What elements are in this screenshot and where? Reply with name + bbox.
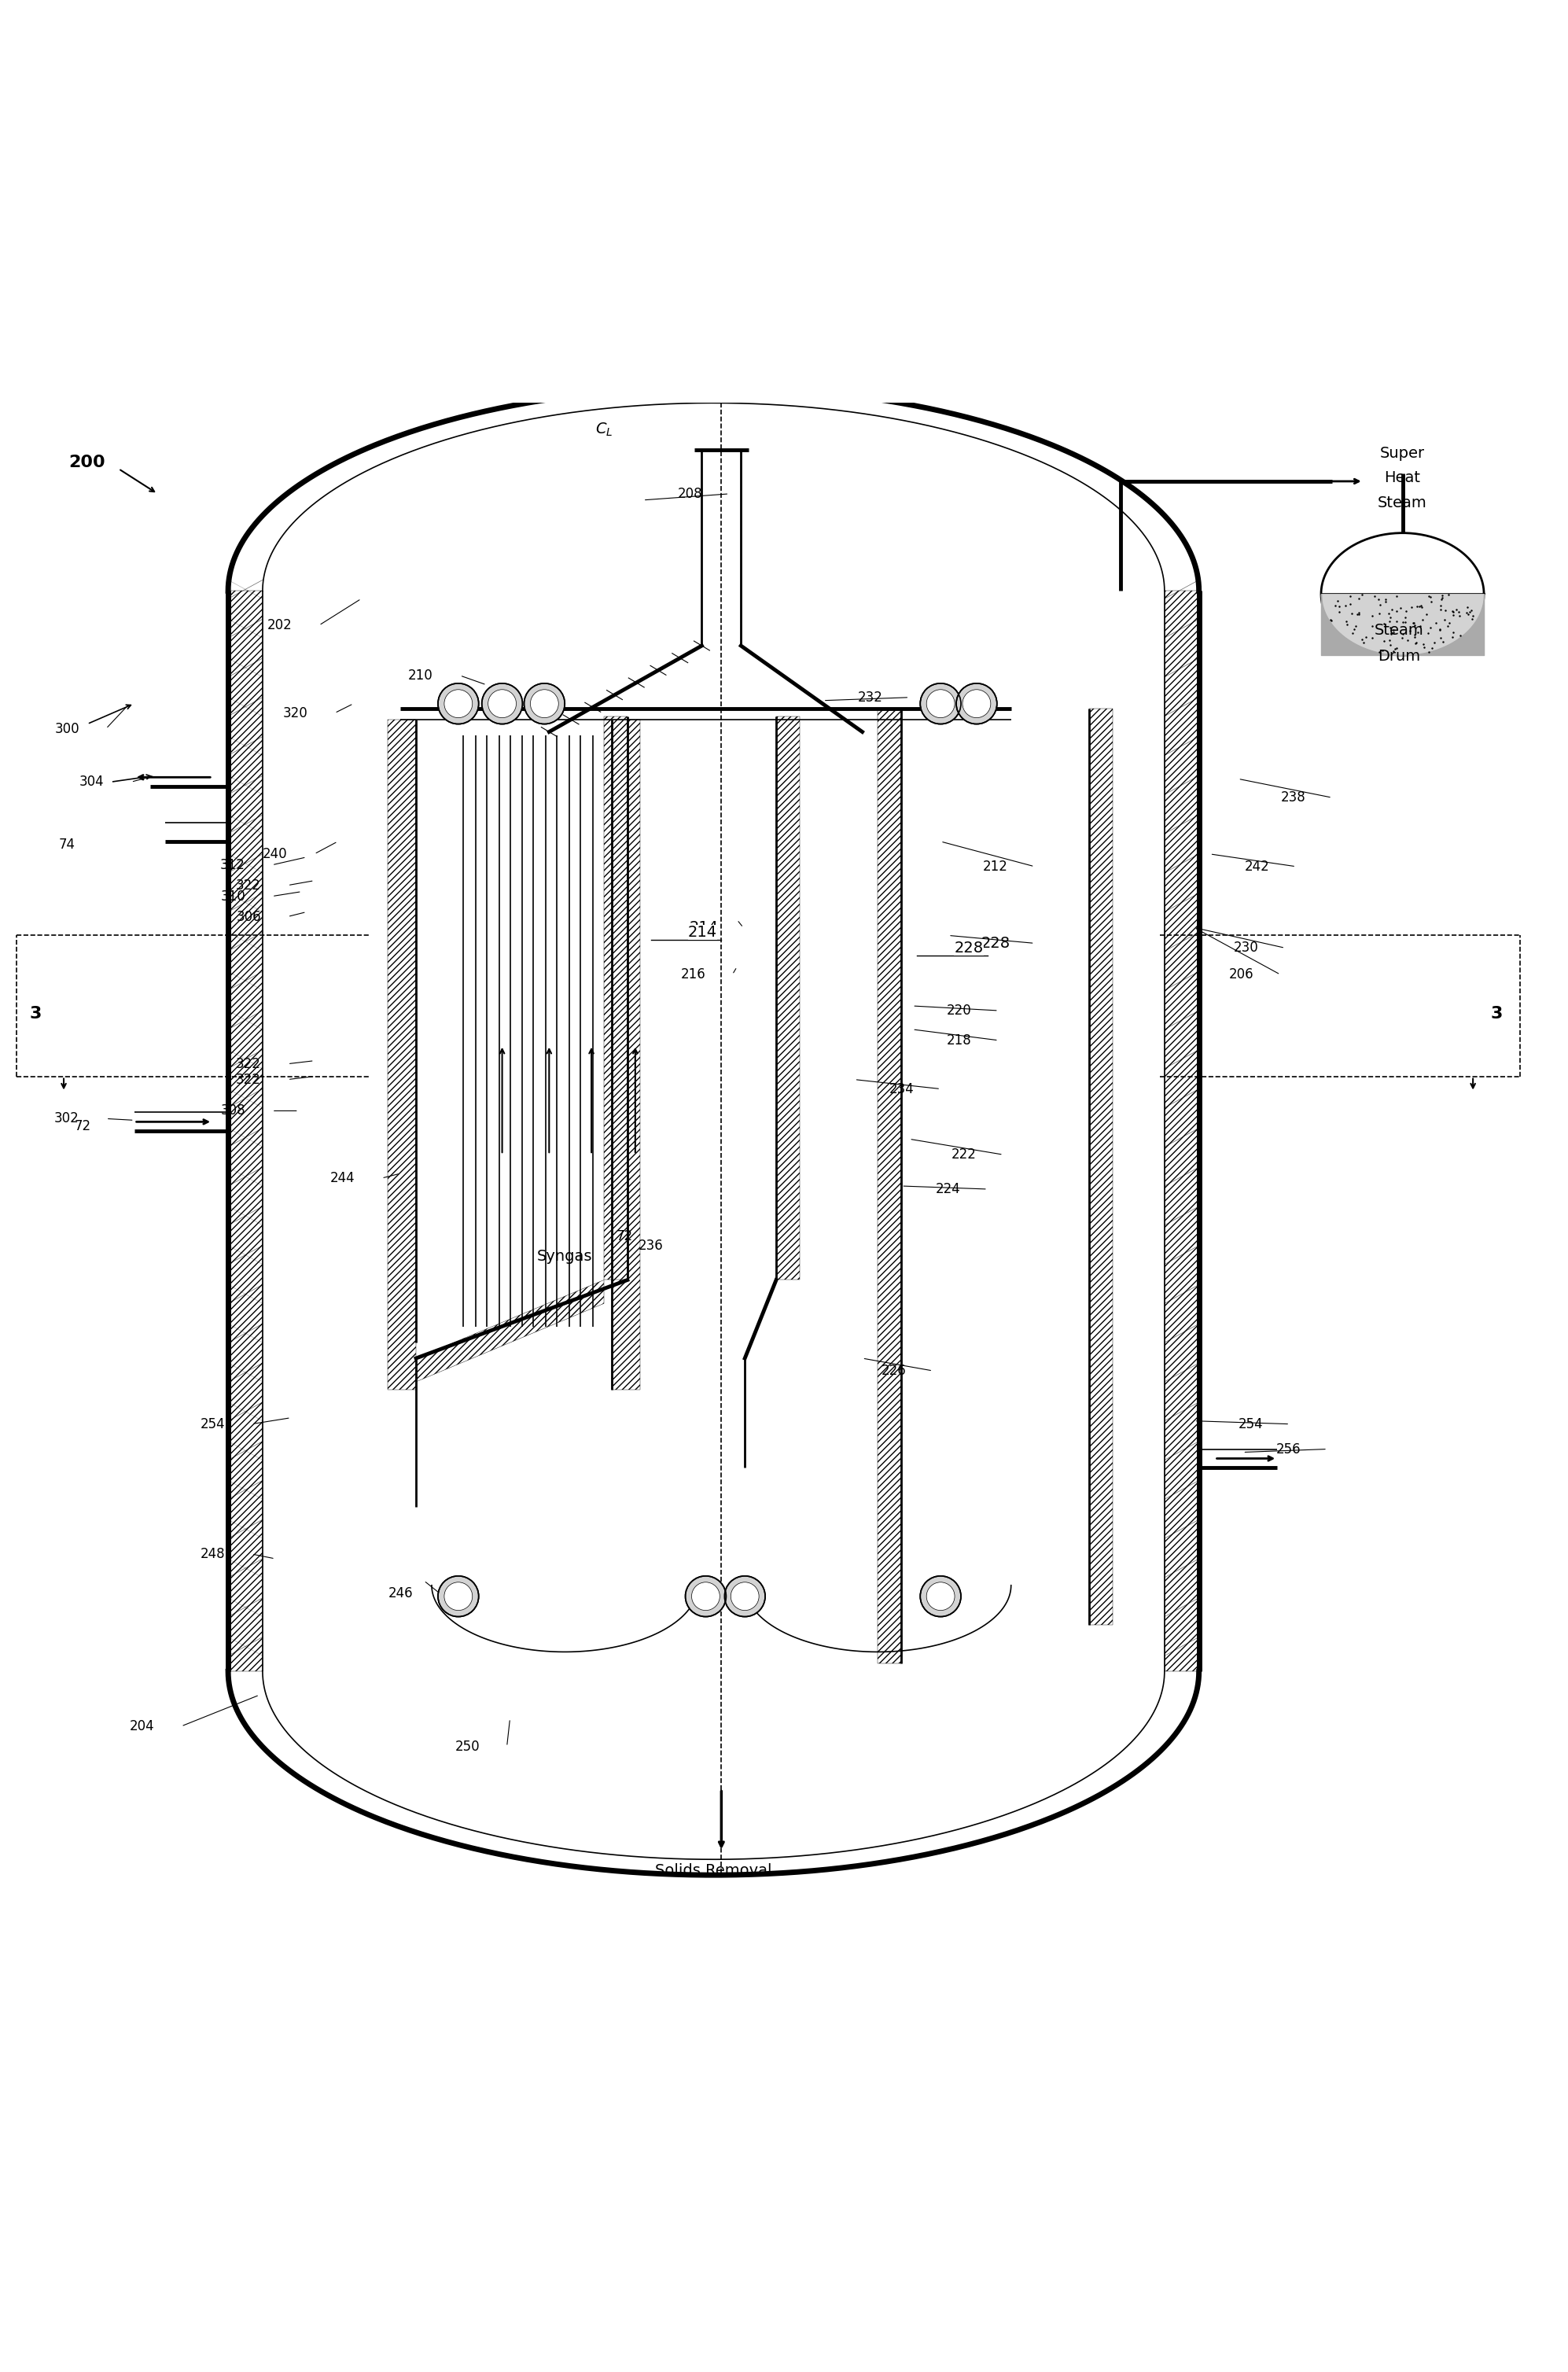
Text: 312: 312 (220, 859, 245, 873)
Text: 214: 214 (688, 925, 717, 939)
Text: 256: 256 (1276, 1442, 1300, 1456)
Circle shape (437, 683, 478, 723)
Text: 300: 300 (55, 721, 80, 735)
Circle shape (444, 1582, 472, 1611)
Circle shape (731, 1582, 759, 1611)
Text: 302: 302 (55, 1112, 80, 1127)
Text: 3: 3 (30, 1006, 42, 1022)
Text: 224: 224 (936, 1181, 961, 1195)
Text: 204: 204 (130, 1720, 155, 1734)
Text: 320: 320 (282, 707, 307, 721)
Circle shape (444, 690, 472, 719)
Circle shape (920, 1575, 961, 1618)
Text: 3: 3 (1491, 1006, 1502, 1022)
Text: 74: 74 (58, 837, 75, 852)
Text: Heat: Heat (1385, 470, 1421, 486)
Text: Steam: Steam (1378, 496, 1427, 510)
Text: 240: 240 (263, 847, 287, 861)
Text: 210: 210 (408, 669, 433, 683)
Text: 254: 254 (1239, 1416, 1264, 1430)
Text: 200: 200 (69, 455, 105, 470)
Text: 238: 238 (1281, 790, 1306, 804)
Text: 228: 228 (982, 937, 1010, 951)
Text: 214: 214 (690, 920, 718, 935)
Text: 242: 242 (1245, 859, 1270, 873)
Text: 254: 254 (201, 1416, 224, 1430)
Circle shape (927, 690, 955, 719)
Text: 248: 248 (201, 1547, 224, 1561)
Circle shape (927, 1582, 955, 1611)
Circle shape (530, 690, 558, 719)
Circle shape (963, 690, 991, 719)
Text: 206: 206 (1229, 968, 1254, 982)
Circle shape (524, 683, 564, 723)
Text: 218: 218 (947, 1034, 972, 1048)
Text: Drum: Drum (1378, 650, 1421, 664)
Text: 322: 322 (235, 1072, 260, 1086)
Text: 212: 212 (983, 859, 1008, 873)
Text: 244: 244 (329, 1172, 354, 1186)
Text: Solids Removal: Solids Removal (655, 1862, 771, 1879)
Text: 208: 208 (677, 486, 702, 500)
Text: 222: 222 (952, 1148, 977, 1162)
Circle shape (724, 1575, 765, 1618)
Text: 306: 306 (237, 908, 260, 923)
Text: 202: 202 (267, 619, 292, 633)
Text: Steam: Steam (1375, 621, 1424, 638)
Circle shape (691, 1582, 720, 1611)
Text: 308: 308 (221, 1103, 245, 1117)
Text: 246: 246 (387, 1587, 412, 1601)
Text: 216: 216 (681, 968, 706, 982)
Text: 228: 228 (955, 939, 983, 956)
Text: 220: 220 (947, 1003, 972, 1018)
Text: 234: 234 (889, 1082, 914, 1096)
Text: 232: 232 (858, 690, 883, 704)
Text: 236: 236 (638, 1238, 663, 1252)
Circle shape (437, 1575, 478, 1618)
Circle shape (481, 683, 522, 723)
Text: 322: 322 (235, 878, 260, 892)
Text: 72: 72 (74, 1120, 91, 1134)
Circle shape (920, 683, 961, 723)
Text: 322: 322 (235, 1058, 260, 1070)
Text: Super: Super (1380, 446, 1425, 460)
Text: 250: 250 (455, 1739, 480, 1753)
Text: 226: 226 (881, 1364, 906, 1378)
Circle shape (488, 690, 516, 719)
Circle shape (685, 1575, 726, 1618)
Text: 304: 304 (80, 776, 105, 790)
Text: Syngas: Syngas (538, 1250, 593, 1264)
Text: 310: 310 (221, 890, 245, 904)
Text: 72: 72 (616, 1229, 632, 1243)
Text: $C_L$: $C_L$ (596, 422, 613, 439)
Text: 230: 230 (1234, 942, 1259, 956)
Circle shape (956, 683, 997, 723)
